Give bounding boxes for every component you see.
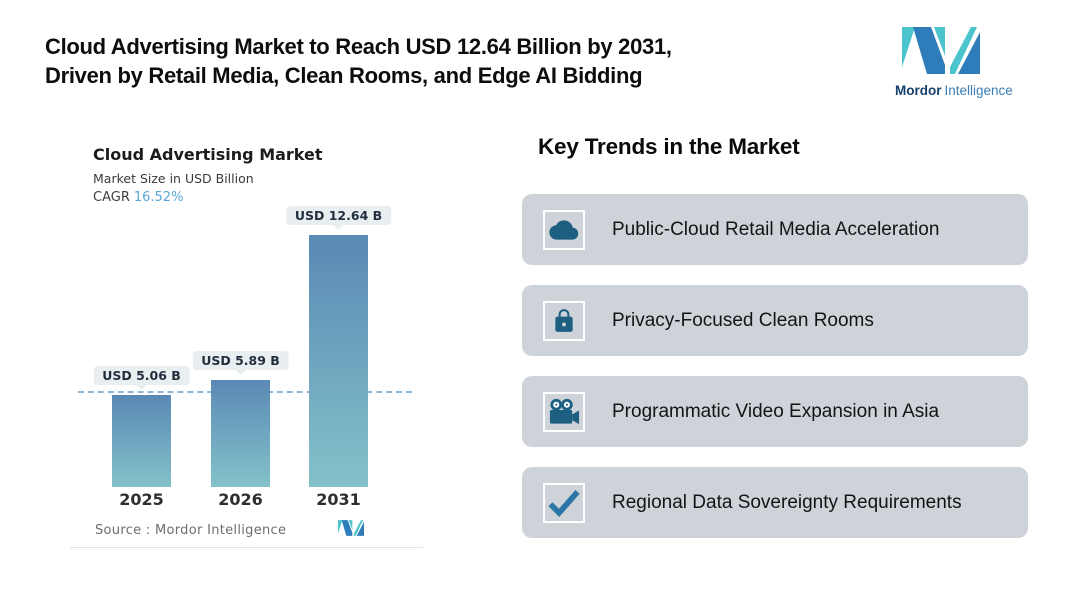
chart-subtitle: Market Size in USD Billion [93, 171, 254, 186]
mordor-logo-small-icon [338, 520, 364, 536]
trend-label: Regional Data Sovereignty Requirements [612, 491, 962, 513]
bar [211, 380, 270, 487]
brand-logo: Mordor Intelligence [895, 27, 1025, 98]
trend-icon-box [543, 209, 585, 250]
mordor-logo-icon [902, 27, 980, 74]
bar-value-pill: USD 5.06 B [93, 366, 190, 390]
trend-icon-box [543, 300, 585, 341]
page-title-line1: Cloud Advertising Market to Reach USD 12… [45, 34, 672, 59]
trend-card: Regional Data Sovereignty Requirements [522, 467, 1028, 538]
trend-card: Programmatic Video Expansion in Asia [522, 376, 1028, 447]
bar-group: USD 5.89 B [192, 205, 289, 487]
bar-group: USD 12.64 B [285, 205, 392, 487]
trend-label: Privacy-Focused Clean Rooms [612, 309, 874, 331]
bar-group: USD 5.06 B [93, 205, 190, 487]
bar-plot-area: USD 5.06 B USD 5.89 B USD 12.64 B [70, 205, 415, 487]
brand-name-bold: Mordor [895, 83, 942, 98]
chart-title: Cloud Advertising Market [93, 145, 323, 164]
x-axis-label: 2031 [316, 490, 361, 509]
check-icon [548, 489, 580, 517]
chart-source: Source : Mordor Intelligence [95, 523, 287, 538]
cagr-label: CAGR [93, 190, 130, 205]
page-title: Cloud Advertising Market to Reach USD 12… [45, 32, 672, 90]
page-title-line2: Driven by Retail Media, Clean Rooms, and… [45, 63, 643, 88]
bar-value-pill: USD 5.89 B [192, 351, 289, 375]
cloud-icon [549, 219, 579, 240]
lock-icon [555, 308, 573, 332]
market-chart-panel: Cloud Advertising Market Market Size in … [70, 130, 423, 550]
chart-cagr: CAGR 16.52% [93, 190, 183, 205]
bar [309, 235, 368, 487]
brand-name-light: Intelligence [944, 83, 1013, 98]
trend-card: Privacy-Focused Clean Rooms [522, 285, 1028, 356]
trend-label: Programmatic Video Expansion in Asia [612, 400, 940, 422]
video-camera-icon [549, 398, 580, 424]
brand-name: Mordor Intelligence [895, 83, 1025, 98]
trends-heading: Key Trends in the Market [538, 134, 800, 159]
cagr-value: 16.52% [133, 190, 184, 205]
trend-card: Public-Cloud Retail Media Acceleration [522, 194, 1028, 265]
bar [112, 395, 171, 487]
trend-label: Public-Cloud Retail Media Acceleration [612, 218, 940, 240]
x-axis-label: 2025 [119, 490, 164, 509]
trend-icon-box [543, 391, 585, 432]
trend-icon-box [543, 482, 585, 523]
chart-divider [70, 547, 423, 548]
bar-value-pill: USD 12.64 B [285, 206, 392, 230]
x-axis-label: 2026 [218, 490, 263, 509]
